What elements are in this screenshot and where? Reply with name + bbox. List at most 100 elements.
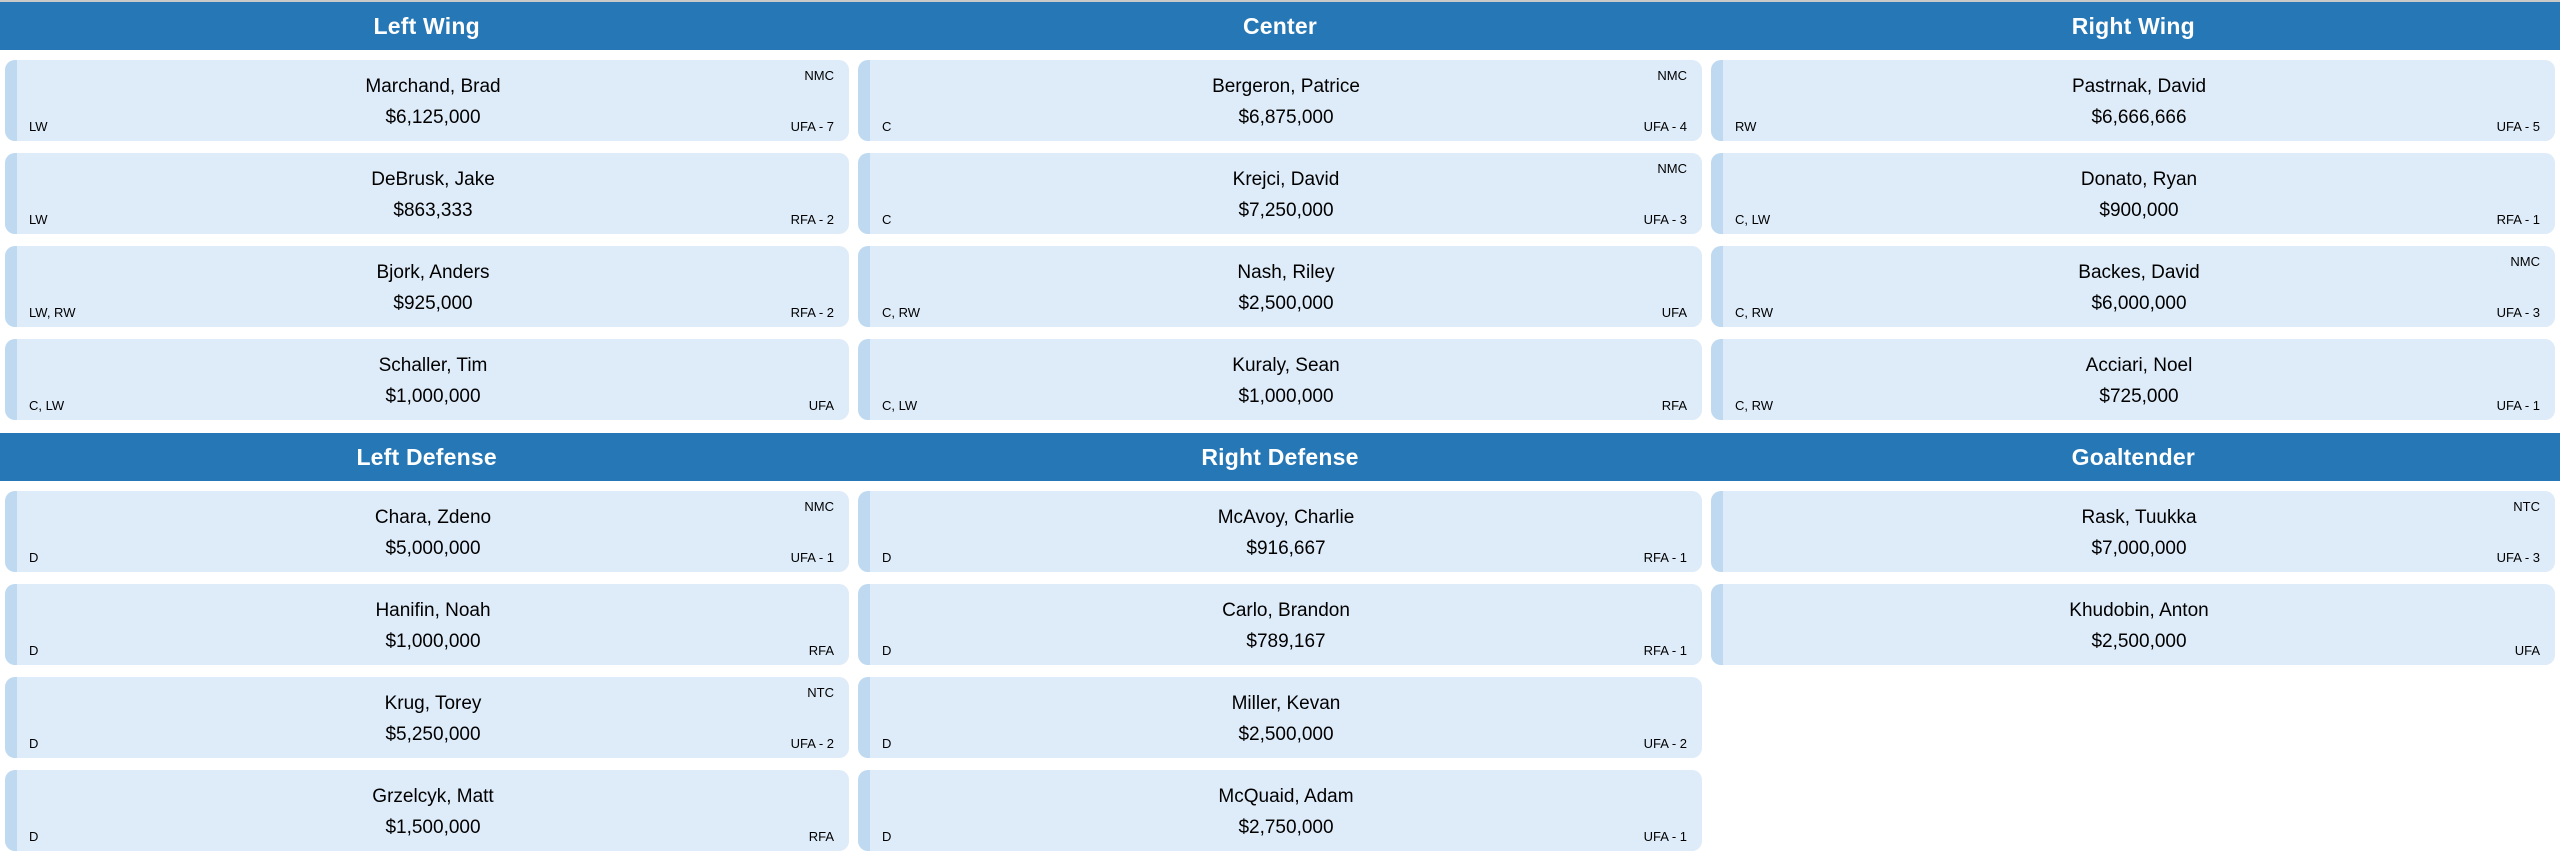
player-card-donato[interactable]: Donato, Ryan $900,000 C, LW RFA - 1	[1711, 153, 2555, 234]
player-position: LW, RW	[29, 305, 76, 320]
player-salary: $2,750,000	[1238, 817, 1334, 838]
player-position: LW	[29, 212, 48, 227]
player-name: Krejci, David	[1232, 169, 1340, 190]
player-salary: $6,125,000	[385, 107, 481, 128]
player-salary: $5,000,000	[385, 538, 481, 559]
player-position: D	[882, 643, 892, 658]
player-card-pastrnak[interactable]: Pastrnak, David $6,666,666 RW UFA - 5	[1711, 60, 2555, 141]
player-name: Chara, Zdeno	[374, 507, 492, 528]
player-position: RW	[1735, 119, 1757, 134]
player-card-marchand[interactable]: NMC Marchand, Brad $6,125,000 LW UFA - 7	[5, 60, 849, 141]
player-status: UFA - 3	[2496, 305, 2540, 320]
player-position: C, LW	[882, 398, 918, 413]
player-salary: $863,333	[393, 200, 473, 221]
player-status: RFA - 2	[790, 212, 834, 227]
goaltender-column: NTC Rask, Tuukka $7,000,000 UFA - 3 Khud…	[1711, 491, 2555, 851]
forwards-section: Left Wing Center Right Wing NMC Marchand…	[0, 2, 2560, 420]
player-name: Miller, Kevan	[1231, 693, 1341, 714]
player-name: Marchand, Brad	[365, 76, 501, 97]
player-card-miller[interactable]: Miller, Kevan $2,500,000 D UFA - 2	[858, 677, 1702, 758]
player-card-khudobin[interactable]: Khudobin, Anton $2,500,000 UFA	[1711, 584, 2555, 665]
player-status: UFA - 3	[2496, 550, 2540, 565]
player-salary: $1,000,000	[1238, 386, 1334, 407]
player-status: UFA - 5	[2496, 119, 2540, 134]
column-title-right-defense: Right Defense	[1201, 443, 1359, 470]
player-name: Carlo, Brandon	[1222, 600, 1350, 621]
player-card-krejci[interactable]: NMC Krejci, David $7,250,000 C UFA - 3	[858, 153, 1702, 234]
player-position: D	[29, 550, 39, 565]
player-position: C, RW	[1735, 398, 1774, 413]
player-card-mcavoy[interactable]: McAvoy, Charlie $916,667 D RFA - 1	[858, 491, 1702, 572]
player-salary: $6,000,000	[2091, 293, 2187, 314]
player-card-chara[interactable]: NMC Chara, Zdeno $5,000,000 D UFA - 1	[5, 491, 849, 572]
player-status: RFA - 1	[1643, 550, 1687, 565]
player-card-acciari[interactable]: Acciari, Noel $725,000 C, RW UFA - 1	[1711, 339, 2555, 420]
player-status: UFA - 1	[1643, 829, 1687, 844]
player-salary: $1,500,000	[385, 817, 481, 838]
player-card-grzelcyk[interactable]: Grzelcyk, Matt $1,500,000 D RFA	[5, 770, 849, 851]
player-name: Rask, Tuukka	[2081, 507, 2197, 528]
player-status: UFA - 4	[1643, 119, 1687, 134]
player-status: UFA - 2	[1643, 736, 1687, 751]
player-status: UFA - 1	[2496, 398, 2540, 413]
player-card-debrusk[interactable]: DeBrusk, Jake $863,333 LW RFA - 2	[5, 153, 849, 234]
player-status: RFA - 2	[790, 305, 834, 320]
player-clause: NMC	[1657, 68, 1687, 83]
player-card-kuraly[interactable]: Kuraly, Sean $1,000,000 C, LW RFA	[858, 339, 1702, 420]
player-name: Schaller, Tim	[378, 355, 488, 376]
player-name: Nash, Riley	[1237, 262, 1335, 283]
player-status: RFA - 1	[2496, 212, 2540, 227]
player-card-backes[interactable]: NMC Backes, David $6,000,000 C, RW UFA -…	[1711, 246, 2555, 327]
player-salary: $7,250,000	[1238, 200, 1334, 221]
player-salary: $789,167	[1246, 631, 1326, 652]
player-position: D	[882, 736, 892, 751]
player-card-schaller[interactable]: Schaller, Tim $1,000,000 C, LW UFA	[5, 339, 849, 420]
player-salary: $900,000	[2099, 200, 2179, 221]
player-name: Bjork, Anders	[376, 262, 490, 283]
forwards-header-bar: Left Wing Center Right Wing	[0, 2, 2560, 50]
player-clause: NMC	[804, 499, 834, 514]
player-card-bergeron[interactable]: NMC Bergeron, Patrice $6,875,000 C UFA -…	[858, 60, 1702, 141]
player-clause: NTC	[2513, 499, 2540, 514]
left-defense-column: NMC Chara, Zdeno $5,000,000 D UFA - 1 Ha…	[5, 491, 849, 851]
page-top-border	[0, 0, 2560, 2]
player-salary: $2,500,000	[1238, 293, 1334, 314]
player-card-carlo[interactable]: Carlo, Brandon $789,167 D RFA - 1	[858, 584, 1702, 665]
player-card-mcquaid[interactable]: McQuaid, Adam $2,750,000 D UFA - 1	[858, 770, 1702, 851]
player-salary: $916,667	[1246, 538, 1326, 559]
player-position: C, RW	[882, 305, 921, 320]
column-title-goaltender: Goaltender	[2071, 443, 2196, 470]
player-name: Acciari, Noel	[2085, 355, 2193, 376]
player-status: UFA	[1661, 305, 1687, 320]
player-card-krug[interactable]: NTC Krug, Torey $5,250,000 D UFA - 2	[5, 677, 849, 758]
player-card-rask[interactable]: NTC Rask, Tuukka $7,000,000 UFA - 3	[1711, 491, 2555, 572]
right-wing-column: Pastrnak, David $6,666,666 RW UFA - 5 Do…	[1711, 60, 2555, 420]
player-salary: $925,000	[393, 293, 473, 314]
player-position: D	[882, 829, 892, 844]
player-salary: $7,000,000	[2091, 538, 2187, 559]
player-position: D	[29, 643, 39, 658]
player-name: Krug, Torey	[384, 693, 482, 714]
player-name: Hanifin, Noah	[375, 600, 491, 621]
center-column: NMC Bergeron, Patrice $6,875,000 C UFA -…	[858, 60, 1702, 420]
player-status: UFA - 3	[1643, 212, 1687, 227]
player-name: Donato, Ryan	[2080, 169, 2198, 190]
player-position: C, LW	[1735, 212, 1771, 227]
left-wing-column: NMC Marchand, Brad $6,125,000 LW UFA - 7…	[5, 60, 849, 420]
player-name: McAvoy, Charlie	[1217, 507, 1355, 528]
player-status: RFA	[808, 829, 834, 844]
player-salary: $1,000,000	[385, 631, 481, 652]
player-name: Backes, David	[2078, 262, 2200, 283]
player-card-hanifin[interactable]: Hanifin, Noah $1,000,000 D RFA	[5, 584, 849, 665]
player-clause: NMC	[2510, 254, 2540, 269]
player-salary: $2,500,000	[2091, 631, 2187, 652]
player-card-nash[interactable]: Nash, Riley $2,500,000 C, RW UFA	[858, 246, 1702, 327]
player-position: C	[882, 212, 892, 227]
player-status: UFA - 1	[790, 550, 834, 565]
player-salary: $6,666,666	[2091, 107, 2187, 128]
player-salary: $5,250,000	[385, 724, 481, 745]
player-name: Bergeron, Patrice	[1212, 76, 1360, 97]
player-card-bjork[interactable]: Bjork, Anders $925,000 LW, RW RFA - 2	[5, 246, 849, 327]
player-position: LW	[29, 119, 48, 134]
player-status: UFA	[808, 398, 834, 413]
